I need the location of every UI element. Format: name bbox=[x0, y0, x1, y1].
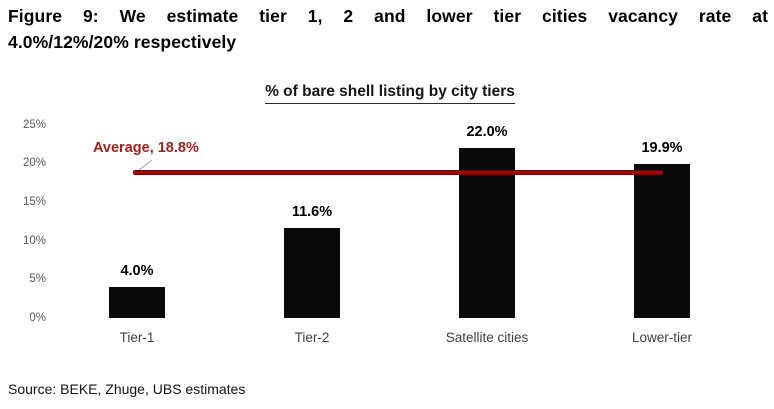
y-tick-label: 5% bbox=[29, 273, 46, 286]
average-line bbox=[133, 170, 663, 176]
x-axis-label: Tier-2 bbox=[294, 330, 330, 345]
bar-satellite-cities bbox=[459, 148, 515, 318]
source-note: Source: BEKE, Zhuge, UBS estimates bbox=[8, 381, 246, 397]
bar-value-label: 4.0% bbox=[120, 263, 154, 280]
average-label: Average, 18.8% bbox=[93, 140, 199, 156]
bar-value-label: 22.0% bbox=[466, 124, 508, 140]
x-axis-label: Lower-tier bbox=[631, 330, 693, 345]
chart-title: % of bare shell listing by city tiers bbox=[265, 83, 515, 104]
y-tick-label: 25% bbox=[22, 118, 46, 131]
bar-tier-2 bbox=[284, 228, 340, 318]
figure-title-line1: Figure 9: We estimate tier 1, 2 and lowe… bbox=[8, 6, 768, 26]
y-tick-label: 20% bbox=[22, 157, 46, 170]
figure-title: Figure 9: We estimate tier 1, 2 and lowe… bbox=[8, 3, 768, 55]
x-axis-label: Tier-1 bbox=[119, 330, 155, 345]
bar-value-label: 11.6% bbox=[291, 204, 333, 221]
y-tick-label: 10% bbox=[22, 234, 46, 247]
figure-title-line2: 4.0%/12%/20% respectively bbox=[8, 32, 237, 52]
bar-value-label: 19.9% bbox=[641, 140, 683, 157]
chart-title-wrap: % of bare shell listing by city tiers bbox=[20, 83, 760, 104]
y-tick-label: 0% bbox=[29, 312, 46, 324]
bar-tier-1 bbox=[109, 287, 165, 318]
x-axis-label: Satellite cities bbox=[445, 330, 529, 345]
bar-lower-tier bbox=[634, 164, 690, 318]
y-tick-label: 15% bbox=[22, 196, 46, 209]
